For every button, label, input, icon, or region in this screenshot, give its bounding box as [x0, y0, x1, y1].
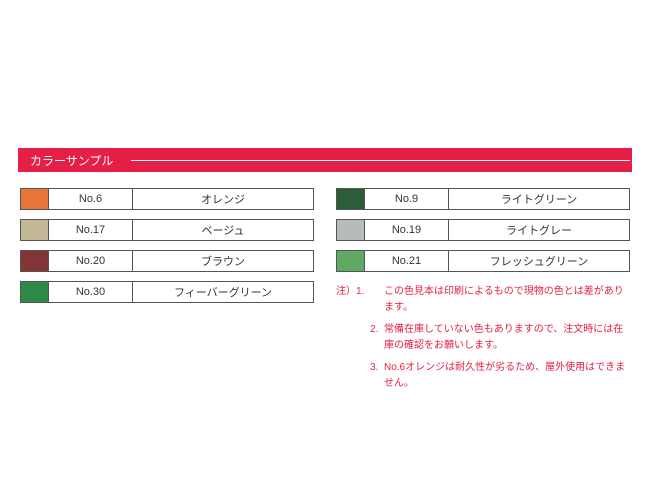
- swatch-number: No.20: [49, 251, 133, 271]
- swatch-row: No.21フレッシュグリーン: [336, 250, 630, 272]
- swatch-color-chip: [21, 251, 49, 271]
- swatch-number: No.9: [365, 189, 449, 209]
- swatch-row: No.17ベージュ: [20, 219, 314, 241]
- swatch-row: No.20ブラウン: [20, 250, 314, 272]
- note-item: No.6オレンジは耐久性が劣るため、屋外使用はできません。: [336, 360, 626, 392]
- swatch-name: ブラウン: [133, 251, 313, 271]
- swatch-row: No.6オレンジ: [20, 188, 314, 210]
- note-item: この色見本は印刷によるもので現物の色とは差があります。: [336, 284, 626, 316]
- swatch-color-chip: [337, 251, 365, 271]
- swatch-color-chip: [21, 189, 49, 209]
- swatch-row: No.30フィーバーグリーン: [20, 281, 314, 303]
- header-rule: [125, 148, 632, 172]
- swatch-color-chip: [21, 220, 49, 240]
- swatch-name: フレッシュグリーン: [449, 251, 629, 271]
- left-column: No.6オレンジNo.17ベージュNo.20ブラウンNo.30フィーバーグリーン: [20, 188, 314, 303]
- swatch-row: No.19ライトグレー: [336, 219, 630, 241]
- swatch-name: フィーバーグリーン: [133, 282, 313, 302]
- notes-block: この色見本は印刷によるもので現物の色とは差があります。常備在庫していない色もあり…: [336, 284, 626, 398]
- swatch-color-chip: [337, 220, 365, 240]
- swatch-number: No.30: [49, 282, 133, 302]
- swatch-name: ベージュ: [133, 220, 313, 240]
- section-title: カラーサンプル: [18, 148, 125, 172]
- section-header: カラーサンプル: [18, 148, 632, 172]
- swatch-number: No.21: [365, 251, 449, 271]
- swatch-color-chip: [21, 282, 49, 302]
- swatch-color-chip: [337, 189, 365, 209]
- note-item: 常備在庫していない色もありますので、注文時には在庫の確認をお願いします。: [336, 322, 626, 354]
- swatch-row: No.9ライトグリーン: [336, 188, 630, 210]
- swatch-name: ライトグレー: [449, 220, 629, 240]
- swatch-number: No.19: [365, 220, 449, 240]
- swatch-number: No.17: [49, 220, 133, 240]
- swatch-name: オレンジ: [133, 189, 313, 209]
- swatch-name: ライトグリーン: [449, 189, 629, 209]
- swatch-number: No.6: [49, 189, 133, 209]
